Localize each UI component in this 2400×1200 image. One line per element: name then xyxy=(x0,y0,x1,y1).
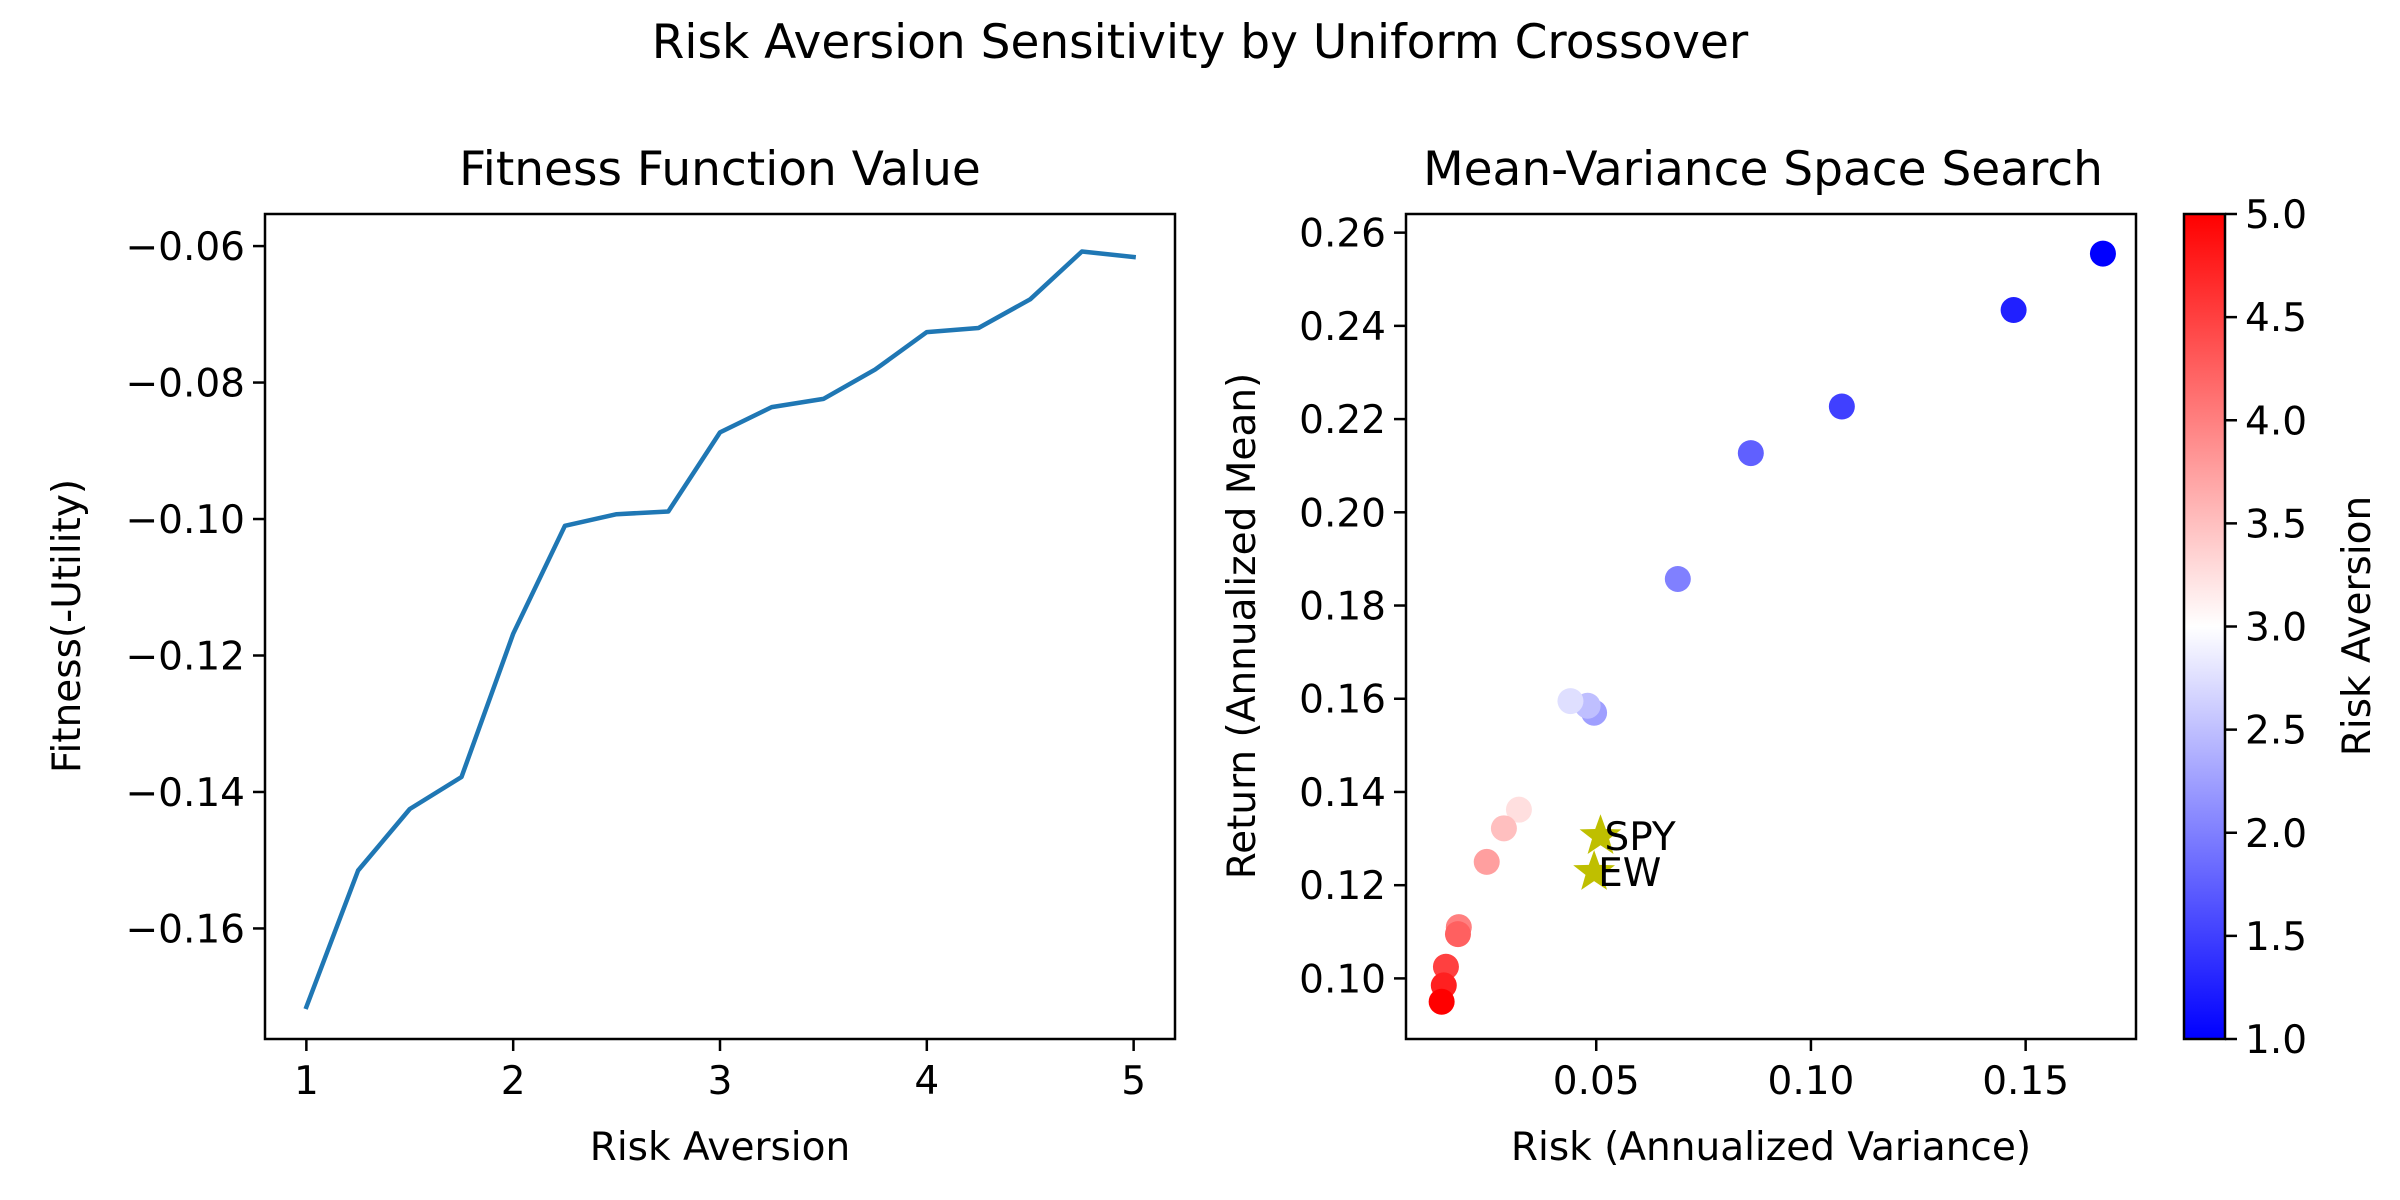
colorbar-tick-label: 2.5 xyxy=(2245,709,2307,754)
scatter-point xyxy=(2000,297,2027,324)
scatter-y-tick-label: 0.12 xyxy=(1299,864,1386,909)
benchmark-label-spy: SPY xyxy=(1605,815,1676,860)
scatter-y-tick-label: 0.20 xyxy=(1299,491,1386,536)
colorbar-tick-label: 4.5 xyxy=(2245,296,2307,341)
scatter-y-axis-label: Return (Annualized Mean) xyxy=(1220,373,1265,880)
colorbar: 1.0 1.5 2.0 2.5 3.0 3.5 4.0 4.5 5.0 Risk Aversio… xyxy=(2182,193,2380,1063)
benchmark-star-ew xyxy=(1573,850,1615,890)
fitness-chart-frame xyxy=(263,212,1177,1041)
fitness-x-axis-label: Risk Aversion xyxy=(590,1125,850,1170)
colorbar-gradient xyxy=(2184,214,2225,1039)
scatter-y-tick-label: 0.10 xyxy=(1299,957,1386,1002)
fitness-y-tick-label: −0.12 xyxy=(125,635,245,680)
scatter-y-tick-label: 0.26 xyxy=(1299,212,1386,257)
scatter-y-tick-label: 0.14 xyxy=(1299,771,1386,816)
benchmark-label-ew: EW xyxy=(1598,851,1661,896)
scatter-chart-frame xyxy=(1404,212,2138,1041)
scatter-point xyxy=(1557,688,1584,715)
colorbar-label: Risk Aversion xyxy=(2335,496,2380,756)
scatter-point xyxy=(1828,393,1855,420)
benchmark-star-spy xyxy=(1579,814,1622,854)
scatter-y-tick-label: 0.16 xyxy=(1299,678,1386,723)
colorbar-tick-label: 1.5 xyxy=(2245,915,2307,960)
scatter-point xyxy=(1490,815,1517,842)
scatter-x-tick-label: 0.05 xyxy=(1553,1059,1640,1104)
colorbar-tick-label: 1.0 xyxy=(2245,1018,2307,1063)
scatter-y-tick-label: 0.22 xyxy=(1299,398,1386,443)
fitness-y-tick-label: −0.10 xyxy=(125,498,245,543)
colorbar-ticks: 1.0 1.5 2.0 2.5 3.0 3.5 4.0 4.5 5.0 xyxy=(2225,193,2307,1063)
figure-suptitle: Risk Aversion Sensitivity by Uniform Cro… xyxy=(652,15,1749,70)
scatter-x-tick-label: 0.10 xyxy=(1768,1059,1855,1104)
fitness-x-tick-label: 5 xyxy=(1121,1059,1146,1104)
scatter-chart-ticks: 0.05 0.10 0.15 0.10 0.12 0.14 0.16 0.18 0.20 0.22… xyxy=(1299,212,2069,1104)
scatter-point xyxy=(1505,796,1532,823)
scatter-chart-title: Mean-Variance Space Search xyxy=(1423,142,2103,197)
scatter-point xyxy=(1444,921,1471,948)
colorbar-tick-label: 3.5 xyxy=(2245,502,2307,547)
fitness-line-chart: Fitness Function Value 1 2 3 4 5 −0.16 −0.14 −0… xyxy=(45,142,1177,1170)
fitness-x-tick-label: 4 xyxy=(914,1059,939,1104)
scatter-point xyxy=(1737,440,1764,467)
scatter-point xyxy=(2089,240,2116,267)
colorbar-tick-label: 4.0 xyxy=(2245,399,2307,444)
fitness-y-tick-label: −0.14 xyxy=(125,771,245,816)
fitness-x-tick-label: 1 xyxy=(294,1059,319,1104)
scatter-points xyxy=(1428,240,2116,1015)
scatter-y-tick-label: 0.18 xyxy=(1299,585,1386,630)
scatter-x-axis-label: Risk (Annualized Variance) xyxy=(1511,1125,2031,1170)
fitness-chart-ticks: 1 2 3 4 5 −0.16 −0.14 −0.12 −0.10 −0.08 −0.06 xyxy=(125,225,1146,1104)
fitness-series-line xyxy=(303,249,1137,1010)
scatter-x-tick-label: 0.15 xyxy=(1982,1059,2069,1104)
scatter-point xyxy=(1473,848,1500,875)
fitness-y-tick-label: −0.08 xyxy=(125,362,245,407)
fitness-x-tick-label: 2 xyxy=(501,1059,526,1104)
colorbar-tick-label: 3.0 xyxy=(2245,606,2307,651)
colorbar-tick-label: 2.0 xyxy=(2245,812,2307,857)
fitness-chart-title: Fitness Function Value xyxy=(459,142,981,197)
scatter-point xyxy=(1428,988,1455,1015)
colorbar-tick-label: 5.0 xyxy=(2245,193,2307,238)
scatter-y-tick-label: 0.24 xyxy=(1299,305,1386,350)
fitness-y-axis-label: Fitness(-Utility) xyxy=(45,479,90,773)
fitness-y-tick-label: −0.16 xyxy=(125,907,245,952)
fitness-x-tick-label: 3 xyxy=(708,1059,733,1104)
fitness-y-tick-label: −0.06 xyxy=(125,225,245,270)
scatter-point xyxy=(1664,565,1691,592)
mean-variance-scatter-chart: Mean-Variance Space Search 0.05 0.10 0.150… xyxy=(1220,142,2138,1170)
